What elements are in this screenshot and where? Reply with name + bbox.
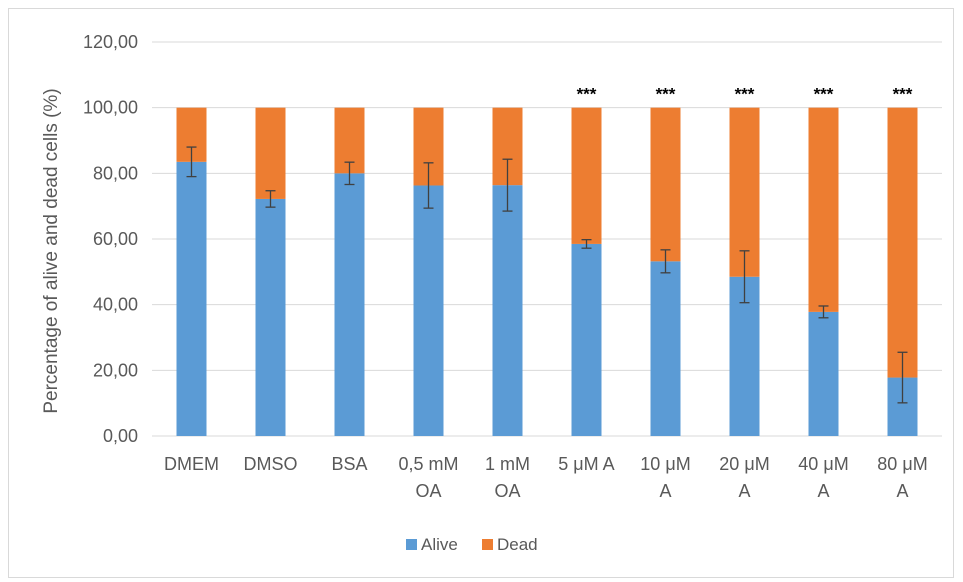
x-category-label: OA: [494, 481, 520, 501]
y-tick-label: 80,00: [93, 163, 138, 183]
x-category-label: 40 μM: [798, 454, 848, 474]
legend-swatch: [482, 539, 493, 550]
x-category-label: A: [896, 481, 908, 501]
legend-entry: Alive: [421, 535, 458, 554]
x-category-label: DMSO: [244, 454, 298, 474]
bar-alive: [650, 261, 681, 436]
bar-alive: [413, 185, 444, 436]
x-category-label: 80 μM: [877, 454, 927, 474]
legend: Alive Dead: [406, 535, 538, 554]
legend-entry: Dead: [497, 535, 538, 554]
x-category-label: OA: [415, 481, 441, 501]
error-bars: [186, 146, 908, 404]
y-tick-label: 120,00: [83, 32, 138, 52]
bar-dead: [808, 107, 839, 312]
y-tick-label: 40,00: [93, 295, 138, 315]
y-tick-label: 60,00: [93, 229, 138, 249]
y-axis-label: Percentage of alive and dead cells (%): [41, 88, 62, 413]
x-category-label: 20 μM: [719, 454, 769, 474]
bar-alive: [492, 185, 523, 436]
x-category-label: A: [817, 481, 829, 501]
significance-label: ***: [814, 85, 834, 104]
significance-label: ***: [893, 85, 913, 104]
significance-labels: *** *** *** *** ***: [577, 85, 913, 104]
stacked-bar-chart: 0,00 20,00 40,00 60,00 80,00 100,00 120,00 DME…: [41, 32, 942, 554]
x-category-labels: DMEM DMSO BSA 0,5 mM OA 1 mM OA 5 μM A 10 μM A 20 …: [164, 454, 928, 501]
significance-label: ***: [577, 85, 597, 104]
bar-alive: [255, 198, 286, 436]
x-category-label: 1 mM: [485, 454, 530, 474]
x-category-label: BSA: [331, 454, 367, 474]
bar-dead: [729, 107, 760, 277]
bar-dead: [887, 107, 918, 378]
x-category-label: A: [659, 481, 671, 501]
significance-label: ***: [735, 85, 755, 104]
bar-dead: [650, 107, 681, 262]
y-tick-label: 20,00: [93, 360, 138, 380]
legend-swatch: [406, 539, 417, 550]
y-tick-label: 0,00: [103, 426, 138, 446]
chart-frame: 0,00 20,00 40,00 60,00 80,00 100,00 120,00 DME…: [8, 8, 954, 578]
y-tick-label: 100,00: [83, 98, 138, 118]
significance-label: ***: [656, 85, 676, 104]
bar-dead: [571, 107, 602, 244]
x-category-label: 0,5 mM: [398, 454, 458, 474]
bar-alive: [571, 243, 602, 436]
bar-alive: [808, 311, 839, 436]
bar-alive: [176, 161, 207, 436]
bars: [176, 107, 918, 437]
x-category-label: 10 μM: [640, 454, 690, 474]
bar-dead: [255, 107, 286, 199]
bar-alive: [334, 173, 365, 437]
x-category-label: DMEM: [164, 454, 219, 474]
y-tick-labels: 0,00 20,00 40,00 60,00 80,00 100,00 120,00: [83, 32, 138, 446]
x-category-label: 5 μM A: [558, 454, 614, 474]
x-category-label: A: [738, 481, 750, 501]
